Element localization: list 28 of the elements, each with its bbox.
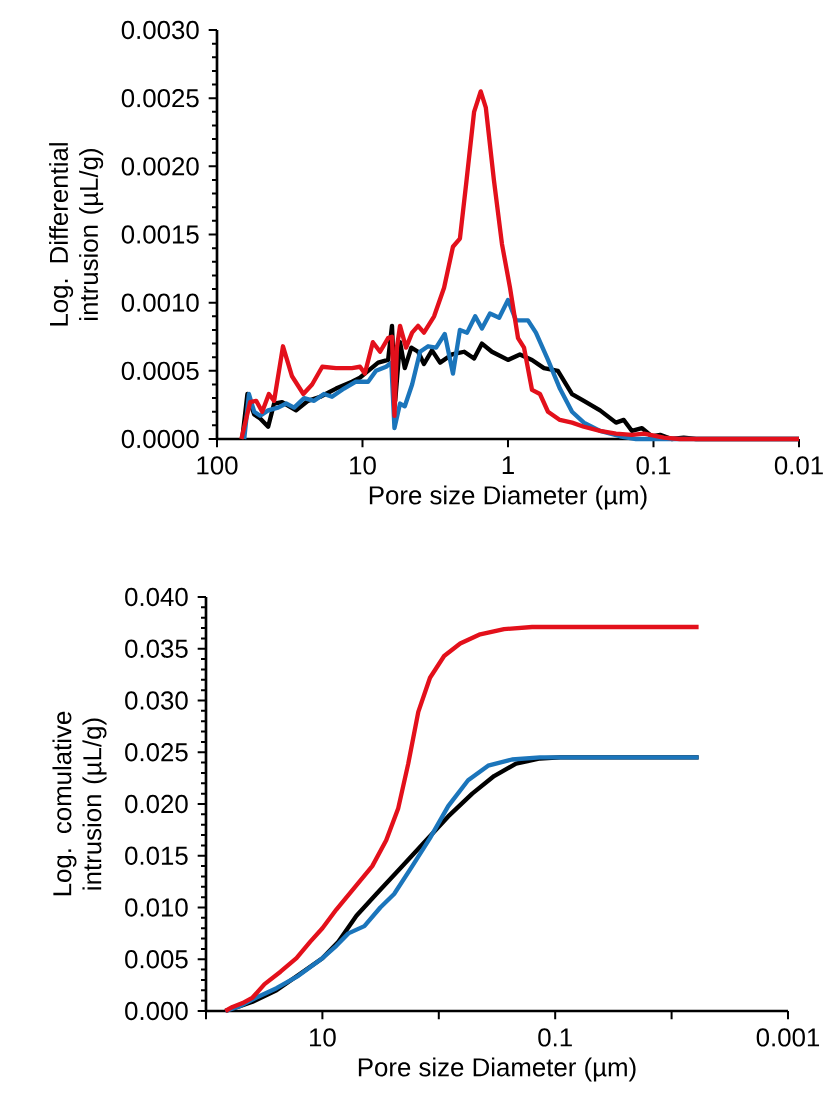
y-tick-label: 0.005 xyxy=(125,950,188,969)
x-axis-title: Pore size Diameter (µm) xyxy=(369,485,647,510)
x-tick-label: 1 xyxy=(502,456,514,475)
x-tick-label: 100 xyxy=(197,456,238,475)
y-axis-title: Log. Differential intrusion (µL/g) xyxy=(49,143,104,326)
y-tick-label: 0.020 xyxy=(125,794,188,814)
x-axis-title: Pore size Diameter (µm) xyxy=(358,1057,636,1082)
y-tick-label: 0.040 xyxy=(125,587,188,607)
y-axis-title: Log. comulative intrusion (µL/g) xyxy=(52,711,107,896)
x-tick-label: 0.001 xyxy=(756,1028,820,1047)
x-tick-label: 0.1 xyxy=(636,456,671,475)
x-tick-label: 10 xyxy=(309,1028,336,1047)
y-tick-label: 0.0025 xyxy=(121,89,199,108)
x-tick-label: 10 xyxy=(350,456,376,475)
y-tick-label: 0.025 xyxy=(125,743,188,762)
y-tick-label: 0.030 xyxy=(125,691,188,710)
y-tick-label: 0.015 xyxy=(125,846,188,865)
x-tick-label: 0.01 xyxy=(774,456,823,475)
y-tick-label: 0.0010 xyxy=(121,293,199,312)
y-tick-label: 0.0030 xyxy=(121,20,199,40)
y-tick-label: 0.010 xyxy=(125,898,188,917)
y-tick-label: 0.0000 xyxy=(121,429,199,449)
y-tick-label: 0.000 xyxy=(125,1001,188,1021)
y-tick-label: 0.0015 xyxy=(121,225,199,244)
x-tick-label: 0.1 xyxy=(538,1028,572,1047)
y-tick-label: 0.035 xyxy=(125,639,188,658)
y-tick-label: 0.0020 xyxy=(121,157,199,176)
y-tick-label: 0.0005 xyxy=(121,361,199,380)
